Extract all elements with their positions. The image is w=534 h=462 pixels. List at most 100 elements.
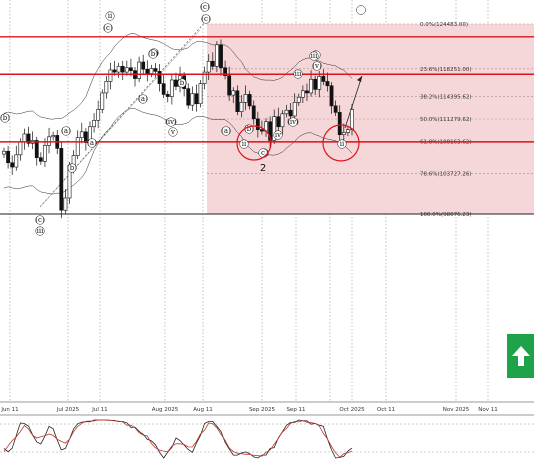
- candle-body: [321, 76, 326, 82]
- wave-label: (v): [312, 62, 322, 70]
- candle-body: [10, 162, 15, 168]
- fib-label: 0.0%(124483.00): [420, 22, 468, 28]
- forecast-arrowhead: [357, 76, 362, 82]
- wave-label: iii: [37, 227, 44, 235]
- candle-body: [292, 102, 297, 117]
- wave-label-ring: [35, 226, 45, 236]
- candle-body: [6, 150, 10, 164]
- candle-body: [223, 67, 227, 76]
- candle-body: [83, 131, 88, 143]
- candle-body: [329, 85, 334, 107]
- wave-label-ring: [148, 49, 158, 59]
- wave-label-ring: [239, 139, 249, 149]
- candle-body: [317, 76, 322, 90]
- date-label: Jul 2025: [56, 407, 80, 413]
- date-label: Sep 11: [286, 407, 305, 413]
- candle-body: [350, 109, 354, 130]
- wave-label-ring: [35, 215, 45, 225]
- candle-body: [276, 116, 281, 128]
- wave-label-ring: [337, 139, 347, 149]
- candle-body: [120, 66, 125, 73]
- highlight-circle: [322, 124, 360, 162]
- date-label: Jul 11: [91, 407, 107, 413]
- candle-body: [231, 90, 236, 96]
- wave-label: (b): [0, 114, 10, 122]
- candle-body: [280, 113, 285, 128]
- wave-label: (a): [138, 95, 148, 103]
- date-label: Sep 2025: [249, 407, 276, 413]
- wave-label-ring: [105, 11, 115, 21]
- wave-label-ring: [221, 126, 231, 136]
- wave-label-ring: [200, 2, 210, 12]
- candle-body: [219, 44, 223, 69]
- wave-label-ring: [67, 163, 77, 173]
- up-arrow-icon: [511, 346, 530, 366]
- candle-body: [194, 93, 199, 105]
- wave-label: (b): [148, 50, 158, 58]
- candle-body: [300, 90, 305, 98]
- fib-label: 100.0%(98076.23): [420, 212, 472, 218]
- candle-body: [165, 94, 170, 97]
- wave-label-ring: [293, 69, 303, 79]
- wave-label-ring: [166, 117, 176, 127]
- candle-body: [96, 109, 101, 121]
- wave-label-ring: [168, 127, 178, 137]
- wave-label: (c): [103, 24, 113, 32]
- candle-body: [296, 96, 301, 103]
- stoch-k: [3, 419, 353, 459]
- wave-label-ring: [273, 130, 283, 140]
- date-axis: Jun 11 Jul 2025 Jul 11 Aug 2025 Aug 11 Sep 20…: [0, 401, 534, 413]
- forecast-arrow: [344, 75, 363, 129]
- date-label: Oct 2025: [339, 407, 365, 413]
- candle-body: [346, 129, 350, 133]
- wave-label-ring: [0, 113, 10, 123]
- candle-body: [157, 71, 162, 84]
- candle-body: [43, 145, 47, 162]
- candle-body: [47, 136, 51, 146]
- wave-label: iv: [275, 131, 281, 139]
- fib-label: 50.0%(111279.62): [420, 117, 472, 123]
- candle-body: [337, 112, 342, 135]
- candle-body: [100, 92, 105, 110]
- candle-body: [2, 150, 6, 155]
- candle-body: [251, 105, 256, 120]
- wave-label: (iv): [165, 118, 177, 126]
- date-label: Oct 11: [377, 407, 395, 413]
- candle-body: [59, 148, 64, 211]
- wave-label: ii: [242, 140, 247, 148]
- candle-body: [149, 68, 154, 74]
- candle-body: [243, 94, 248, 103]
- fib-label: 78.6%(103727.26): [420, 171, 472, 177]
- candle-body: [227, 75, 232, 96]
- wave-label-ring: [288, 117, 298, 127]
- candle-body: [206, 60, 211, 73]
- elliott-wave-labels: (c)iii(b)(a)(b)(c)(a)(c)(iv)v(c)(c)ii(b)…: [0, 2, 366, 236]
- wave-label-ring: [356, 5, 366, 15]
- candle-body: [145, 68, 150, 74]
- date-label: Nov 2025: [443, 407, 470, 413]
- upper-band: [3, 33, 353, 120]
- wave-label-ring: [312, 61, 322, 71]
- candle-body: [18, 141, 23, 156]
- wave-label-ring: [103, 23, 113, 33]
- highlight-circle: [236, 125, 272, 161]
- wave-label: iii: [295, 70, 302, 78]
- candle-body: [325, 81, 330, 87]
- buy-signal-button[interactable]: [507, 334, 534, 378]
- wave-label: (a): [61, 127, 71, 135]
- candle-body: [116, 66, 121, 73]
- candle-body: [235, 90, 240, 112]
- wave-label-ring: [138, 94, 148, 104]
- candle-body: [284, 109, 289, 115]
- candle-body: [22, 133, 27, 143]
- wave-label: v: [170, 128, 175, 136]
- date-label: Aug 2025: [152, 407, 179, 413]
- wave-label: (b): [67, 164, 77, 172]
- wave-label-ring: [201, 14, 211, 24]
- stochastic-oscillator: [0, 414, 534, 459]
- date-label: Aug 11: [193, 407, 213, 413]
- wave-label: c: [261, 149, 265, 157]
- wave-label-ring: [177, 78, 187, 88]
- candle-body: [169, 79, 174, 97]
